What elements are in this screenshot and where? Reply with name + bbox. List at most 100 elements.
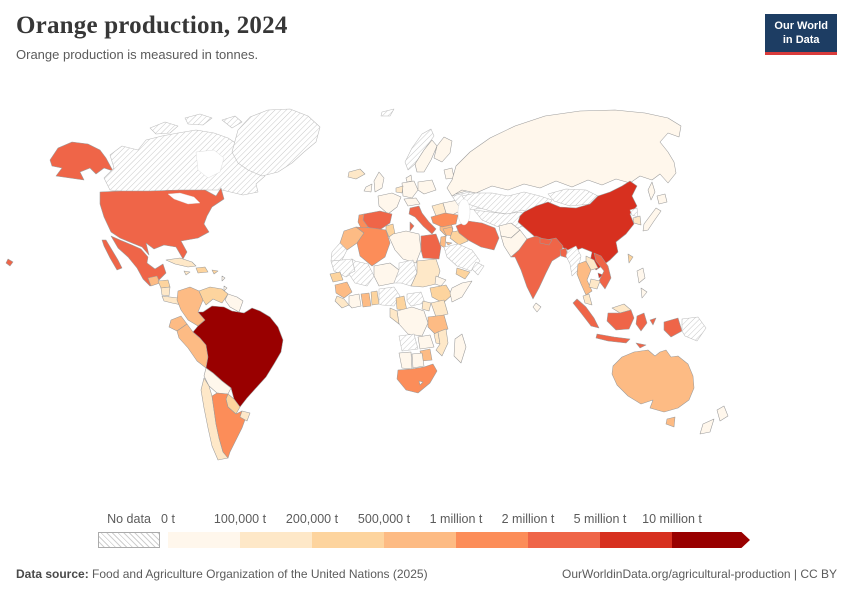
country-norway[interactable] bbox=[404, 128, 435, 171]
country-indonesia-moluccas[interactable] bbox=[649, 317, 657, 326]
legend-segment-0[interactable] bbox=[168, 532, 240, 548]
country-antilles[interactable] bbox=[221, 275, 226, 282]
country-oman[interactable] bbox=[471, 261, 485, 276]
country-benelux[interactable] bbox=[395, 185, 404, 194]
country-senegal[interactable] bbox=[329, 271, 344, 283]
country-brazil[interactable] bbox=[192, 305, 284, 408]
country-nigeria[interactable] bbox=[378, 286, 401, 307]
country-russia[interactable] bbox=[446, 109, 682, 197]
country-greenland[interactable] bbox=[231, 108, 321, 177]
legend-segment-3[interactable] bbox=[384, 532, 456, 548]
country-nepal[interactable] bbox=[539, 237, 553, 246]
country-taiwan[interactable] bbox=[627, 253, 634, 264]
country-antilles[interactable] bbox=[223, 285, 228, 292]
country-sierra-leone-liberia[interactable] bbox=[334, 295, 350, 309]
country-japan[interactable] bbox=[642, 207, 662, 232]
country-mexico[interactable] bbox=[110, 235, 167, 287]
country-libya[interactable] bbox=[388, 230, 422, 264]
country-turkey[interactable] bbox=[430, 212, 459, 228]
country-hispaniola[interactable] bbox=[195, 266, 209, 274]
country-mexico-baja[interactable] bbox=[101, 239, 123, 271]
country-gabon-congo[interactable] bbox=[389, 307, 400, 325]
country-arctic-islands[interactable] bbox=[149, 121, 179, 135]
country-australia[interactable] bbox=[611, 349, 695, 413]
country-eritrea[interactable] bbox=[434, 275, 447, 287]
country-malaysia[interactable] bbox=[582, 293, 593, 306]
country-venezuela[interactable] bbox=[198, 286, 229, 306]
country-argentina[interactable] bbox=[211, 392, 247, 459]
country-indonesia-sulawesi[interactable] bbox=[635, 312, 648, 332]
country-portugal[interactable] bbox=[357, 213, 369, 231]
country-botswana[interactable] bbox=[411, 352, 425, 369]
country-indonesia-west-papua[interactable] bbox=[663, 317, 683, 338]
country-central-europe[interactable] bbox=[403, 197, 421, 207]
country-arctic-islands[interactable] bbox=[184, 113, 213, 126]
country-italy-sardinia[interactable] bbox=[409, 221, 415, 232]
country-iran[interactable] bbox=[455, 220, 500, 251]
country-ireland[interactable] bbox=[363, 183, 373, 193]
country-ghana[interactable] bbox=[360, 292, 372, 308]
country-myanmar[interactable] bbox=[565, 245, 582, 277]
country-france[interactable] bbox=[377, 192, 402, 215]
country-mozambique[interactable] bbox=[435, 328, 449, 357]
country-cuba[interactable] bbox=[165, 257, 197, 268]
country-somalia[interactable] bbox=[449, 280, 473, 303]
country-hawaii[interactable] bbox=[5, 258, 14, 267]
country-philippines-mindanao[interactable] bbox=[640, 287, 648, 299]
country-greece-crete[interactable] bbox=[445, 241, 453, 246]
country-kenya[interactable] bbox=[430, 299, 449, 318]
country-south-africa[interactable] bbox=[396, 363, 438, 394]
country-indonesia-java[interactable] bbox=[595, 333, 631, 344]
country-ethiopia[interactable] bbox=[429, 284, 453, 304]
country-arctic-islands[interactable] bbox=[221, 115, 243, 129]
country-south-korea[interactable] bbox=[632, 215, 642, 226]
country-uruguay[interactable] bbox=[239, 410, 251, 422]
legend-segment-5[interactable] bbox=[528, 532, 600, 548]
country-sweden[interactable] bbox=[414, 139, 438, 173]
country-new-zealand-south[interactable] bbox=[699, 418, 715, 435]
country-lesotho[interactable] bbox=[418, 380, 424, 386]
country-nicaragua[interactable] bbox=[160, 286, 171, 297]
country-italy[interactable] bbox=[408, 205, 437, 235]
footer-link[interactable]: OurWorldinData.org/agricultural-producti… bbox=[561, 567, 837, 581]
country-sri-lanka[interactable] bbox=[532, 302, 542, 313]
country-russia-sakhalin[interactable] bbox=[647, 181, 656, 201]
country-indonesia-kalimantan[interactable] bbox=[606, 309, 635, 331]
country-honduras[interactable] bbox=[157, 279, 171, 289]
country-indonesia-lesser-sunda[interactable] bbox=[635, 342, 647, 349]
country-algeria[interactable] bbox=[355, 226, 391, 267]
country-svalbard[interactable] bbox=[380, 108, 395, 117]
country-uk[interactable] bbox=[373, 171, 385, 193]
legend-no-data-swatch[interactable] bbox=[98, 532, 160, 548]
country-laos[interactable] bbox=[585, 255, 599, 271]
country-new-zealand-north[interactable] bbox=[716, 405, 729, 422]
country-indonesia-sumatra[interactable] bbox=[572, 298, 600, 329]
country-angola[interactable] bbox=[398, 333, 419, 352]
country-denmark[interactable] bbox=[405, 174, 413, 183]
legend-segment-2[interactable] bbox=[312, 532, 384, 548]
country-uganda[interactable] bbox=[421, 300, 432, 312]
country-mali[interactable] bbox=[348, 258, 375, 287]
country-alaska[interactable] bbox=[49, 141, 114, 181]
country-namibia[interactable] bbox=[398, 351, 413, 370]
country-japan-hokkaido[interactable] bbox=[656, 193, 668, 205]
country-puerto-rico[interactable] bbox=[211, 269, 219, 275]
country-sudan[interactable] bbox=[410, 258, 441, 288]
country-ivory-coast[interactable] bbox=[348, 293, 362, 309]
country-egypt[interactable] bbox=[420, 233, 442, 260]
country-finland[interactable] bbox=[433, 136, 453, 163]
country-togo-benin[interactable] bbox=[370, 290, 380, 306]
legend-segment-1[interactable] bbox=[240, 532, 312, 548]
country-iceland[interactable] bbox=[347, 168, 366, 180]
country-yemen[interactable] bbox=[455, 267, 471, 280]
country-germany[interactable] bbox=[401, 180, 419, 199]
country-jamaica[interactable] bbox=[183, 270, 191, 276]
owid-logo[interactable]: Our World in Data bbox=[765, 14, 837, 55]
country-usa[interactable] bbox=[99, 187, 225, 260]
country-cambodia[interactable] bbox=[588, 278, 601, 290]
legend-segment-7[interactable] bbox=[672, 532, 750, 548]
country-central-african-republic[interactable] bbox=[406, 291, 426, 307]
country-vietnam[interactable] bbox=[593, 252, 612, 290]
country-tasmania[interactable] bbox=[665, 416, 676, 428]
country-guinea[interactable] bbox=[334, 281, 353, 299]
